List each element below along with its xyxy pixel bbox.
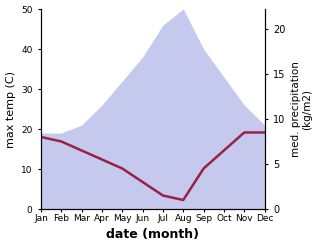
Y-axis label: med. precipitation
(kg/m2): med. precipitation (kg/m2) (291, 61, 313, 157)
Y-axis label: max temp (C): max temp (C) (5, 71, 16, 147)
X-axis label: date (month): date (month) (106, 228, 199, 242)
